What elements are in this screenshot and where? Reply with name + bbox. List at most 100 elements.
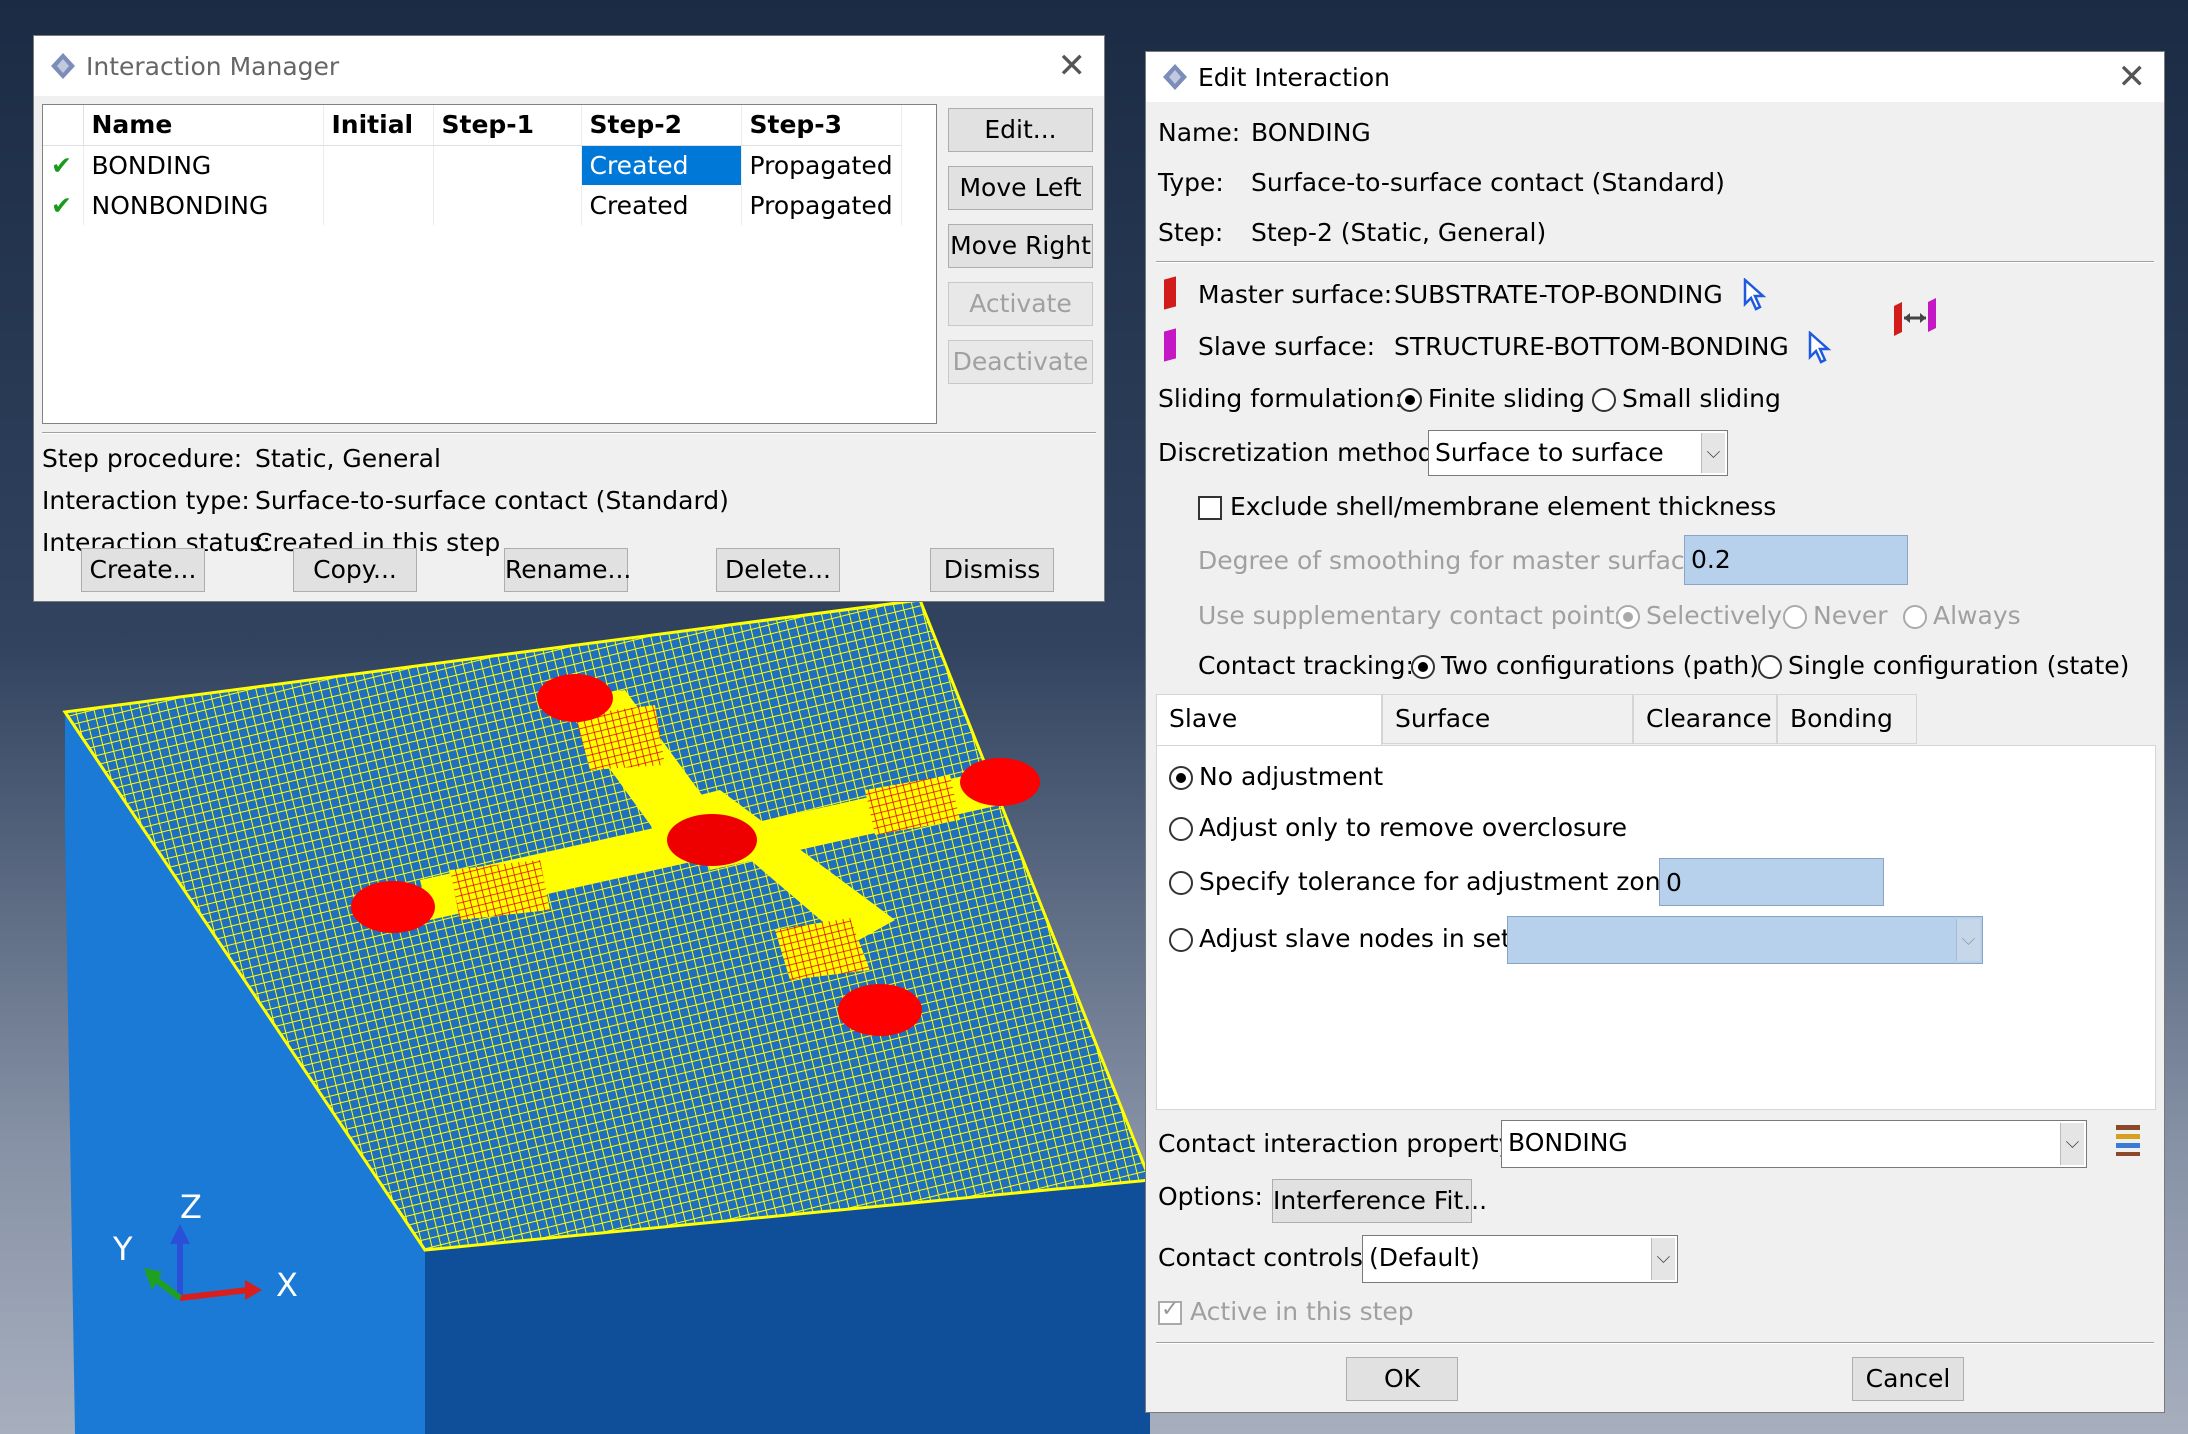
contact-controls-select[interactable]: (Default) ⌵ — [1362, 1235, 1678, 1283]
slave-surface-value: STRUCTURE-BOTTOM-BONDING — [1394, 332, 1789, 361]
row-initial[interactable] — [323, 145, 434, 185]
column-header-step-1[interactable]: Step-1 — [433, 105, 582, 146]
column-header-name[interactable]: Name — [83, 105, 324, 146]
active-check-icon[interactable]: ✔ — [43, 185, 84, 225]
remove-overclosure-radio[interactable]: Adjust only to remove overclosure — [1169, 813, 1627, 842]
interaction-table[interactable]: Name Initial Step-1 Step-2 Step-3 ✔ BOND… — [42, 104, 937, 424]
active-in-step-checkbox-box[interactable] — [1158, 1297, 1182, 1325]
move-left-button[interactable]: Move Left — [948, 166, 1093, 210]
smoothing-input[interactable]: 0.2 — [1684, 535, 1908, 585]
no-adjustment-radio-dot[interactable] — [1169, 766, 1193, 790]
exclude-shell-checkbox[interactable]: Exclude shell/membrane element thickness — [1198, 492, 1776, 521]
small-sliding-radio[interactable]: Small sliding — [1592, 384, 1781, 413]
always-radio[interactable]: Always — [1903, 601, 2021, 630]
interference-fit-button[interactable]: Interference Fit... — [1272, 1179, 1487, 1223]
select-master-arrow-icon[interactable] — [1741, 278, 1769, 312]
interaction-type-label: Interaction type: — [42, 486, 250, 515]
tolerance-radio[interactable]: Specify tolerance for adjustment zone: — [1169, 867, 1684, 896]
contact-property-select[interactable]: BONDING ⌵ — [1501, 1120, 2087, 1168]
row-step-1[interactable] — [433, 145, 582, 185]
edit-button[interactable]: Edit... — [948, 108, 1093, 152]
cancel-button[interactable]: Cancel — [1852, 1357, 1964, 1401]
single-configuration-radio-dot[interactable] — [1758, 655, 1782, 679]
row-step-1[interactable] — [433, 185, 582, 225]
small-sliding-radio-dot[interactable] — [1592, 388, 1616, 412]
discretization-select[interactable]: Surface to surface ⌵ — [1428, 430, 1728, 476]
always-label: Always — [1933, 601, 2021, 630]
two-configurations-radio[interactable]: Two configurations (path) — [1411, 651, 1759, 680]
exclude-shell-checkbox-box[interactable] — [1198, 496, 1222, 520]
small-sliding-label: Small sliding — [1622, 384, 1781, 413]
adjust-nodes-radio-dot[interactable] — [1169, 928, 1193, 952]
tolerance-radio-dot[interactable] — [1169, 871, 1193, 895]
edit-separator-bottom — [1156, 1342, 2154, 1344]
row-name[interactable]: NONBONDING — [83, 185, 324, 225]
chevron-down-icon[interactable]: ⌵ — [1956, 919, 1980, 961]
selectively-label: Selectively — [1646, 601, 1782, 630]
tab-slave-adjustment[interactable]: Slave Adjustment — [1156, 694, 1382, 781]
edit-titlebar[interactable]: Edit Interaction ✕ — [1146, 52, 2164, 102]
never-radio-dot[interactable] — [1783, 605, 1807, 629]
column-header-step-2[interactable]: Step-2 — [581, 105, 742, 146]
dismiss-button[interactable]: Dismiss — [930, 548, 1054, 592]
move-right-button[interactable]: Move Right — [948, 224, 1093, 268]
property-manager-icon[interactable] — [2112, 1122, 2144, 1158]
name-label: Name: — [1158, 118, 1241, 147]
chevron-down-icon[interactable]: ⌵ — [1651, 1238, 1675, 1280]
single-configuration-radio[interactable]: Single configuration (state) — [1758, 651, 2129, 680]
table-row[interactable]: ✔ NONBONDING Created Propagated — [43, 185, 902, 225]
copy-button[interactable]: Copy... — [293, 548, 417, 592]
adjust-nodes-radio[interactable]: Adjust slave nodes in set: — [1169, 924, 1519, 953]
step-procedure-label: Step procedure: — [42, 444, 243, 473]
adjust-nodes-select[interactable]: ⌵ — [1507, 916, 1983, 964]
manager-close-icon[interactable]: ✕ — [1057, 46, 1087, 86]
selectively-radio-dot[interactable] — [1616, 605, 1640, 629]
finite-sliding-radio[interactable]: Finite sliding — [1398, 384, 1585, 413]
smoothing-value: 0.2 — [1691, 545, 1731, 574]
step-label: Step: — [1158, 218, 1224, 247]
row-step-2[interactable]: Created — [581, 185, 742, 225]
row-step-3[interactable]: Propagated — [741, 185, 902, 225]
ok-button[interactable]: OK — [1346, 1357, 1458, 1401]
chevron-down-icon[interactable]: ⌵ — [2060, 1123, 2084, 1165]
finite-sliding-radio-dot[interactable] — [1398, 388, 1422, 412]
tab-surface-smoothing[interactable]: Surface Smoothing — [1382, 694, 1633, 781]
adjust-nodes-label: Adjust slave nodes in set: — [1199, 924, 1520, 953]
deactivate-button[interactable]: Deactivate — [948, 340, 1093, 384]
column-header-initial[interactable]: Initial — [323, 105, 434, 146]
row-name[interactable]: BONDING — [83, 145, 324, 185]
edit-close-icon[interactable]: ✕ — [2117, 57, 2147, 97]
discretization-label: Discretization method: — [1158, 438, 1443, 467]
delete-button[interactable]: Delete... — [716, 548, 840, 592]
never-label: Never — [1813, 601, 1888, 630]
create-button[interactable]: Create... — [81, 548, 205, 592]
activate-button[interactable]: Activate — [948, 282, 1093, 326]
row-step-3[interactable]: Propagated — [741, 145, 902, 185]
two-configurations-label: Two configurations (path) — [1441, 651, 1759, 680]
active-in-step-checkbox[interactable]: Active in this step — [1158, 1297, 1414, 1326]
abaqus-app-icon — [1163, 64, 1187, 90]
never-radio[interactable]: Never — [1783, 601, 1888, 630]
tab-clearance[interactable]: Clearance — [1633, 694, 1777, 744]
remove-overclosure-radio-dot[interactable] — [1169, 817, 1193, 841]
smoothing-label: Degree of smoothing for master surface: — [1198, 546, 1709, 575]
tolerance-input[interactable]: 0 — [1659, 858, 1884, 906]
chevron-down-icon[interactable]: ⌵ — [1701, 433, 1725, 473]
selectively-radio[interactable]: Selectively — [1616, 601, 1782, 630]
table-row[interactable]: ✔ BONDING Created Propagated — [43, 145, 902, 185]
two-configurations-radio-dot[interactable] — [1411, 655, 1435, 679]
active-check-icon[interactable]: ✔ — [43, 145, 84, 185]
active-in-step-label: Active in this step — [1190, 1297, 1414, 1326]
options-label: Options: — [1158, 1182, 1263, 1211]
manager-titlebar[interactable]: Interaction Manager ✕ — [34, 36, 1104, 96]
row-step-2-selected[interactable]: Created — [581, 145, 742, 185]
always-radio-dot[interactable] — [1903, 605, 1927, 629]
tab-bonding[interactable]: Bonding — [1777, 694, 1917, 744]
row-initial[interactable] — [323, 185, 434, 225]
rename-button[interactable]: Rename... — [504, 548, 631, 592]
select-slave-arrow-icon[interactable] — [1806, 331, 1834, 365]
no-adjustment-radio[interactable]: No adjustment — [1169, 762, 1383, 791]
column-header-step-3[interactable]: Step-3 — [741, 105, 902, 146]
swap-surfaces-icon[interactable] — [1890, 296, 1940, 338]
